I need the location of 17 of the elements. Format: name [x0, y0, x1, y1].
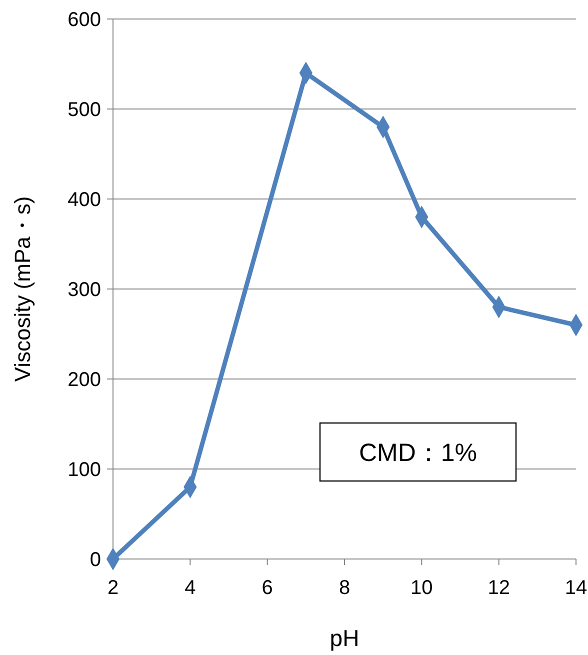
- x-axis-title: pH: [330, 625, 360, 651]
- x-tick-label: 4: [184, 577, 196, 599]
- y-tick-label: 100: [68, 459, 101, 481]
- y-tick-label: 200: [68, 369, 101, 391]
- y-axis-title: Viscosity (mPa・s): [10, 196, 35, 382]
- annotation: CMD：1%: [358, 438, 478, 467]
- y-tick-label: 0: [90, 549, 101, 571]
- y-tick-label: 400: [68, 189, 101, 211]
- x-tick-label: 8: [338, 577, 350, 599]
- y-tick-label: 500: [68, 99, 101, 121]
- y-tick-label: 600: [68, 9, 101, 31]
- x-tick-label: 2: [107, 577, 119, 599]
- x-tick-label: 6: [262, 577, 273, 599]
- x-tick-label: 10: [410, 577, 433, 599]
- x-tick-label: 12: [488, 577, 510, 599]
- x-tick-label: 14: [564, 577, 588, 599]
- y-tick-label: 300: [68, 279, 101, 301]
